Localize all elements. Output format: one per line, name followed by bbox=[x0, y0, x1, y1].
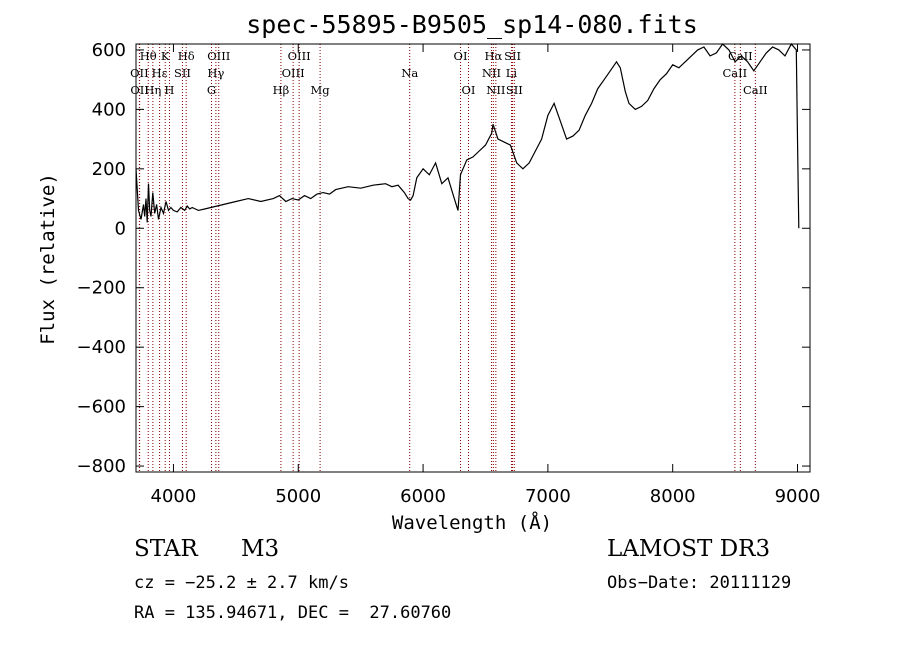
spectral-line-label: OI bbox=[454, 49, 468, 63]
obs-date: Obs−Date: 20111129 bbox=[607, 573, 792, 593]
x-tick-label: 6000 bbox=[400, 486, 446, 507]
plot-frame bbox=[135, 43, 811, 473]
spectral-line-label: Mg bbox=[311, 83, 331, 97]
spectral-line-label: OII bbox=[130, 83, 149, 97]
x-tick-label: 9000 bbox=[775, 486, 821, 507]
spectral-line-label: OIII bbox=[288, 49, 311, 63]
spectral-line-label: SII bbox=[504, 49, 521, 63]
object-class: STAR bbox=[134, 536, 198, 562]
spectral-line-label: Hθ bbox=[140, 49, 157, 63]
spectral-line-label: OIII bbox=[207, 49, 230, 63]
x-axis: 4000 5000 6000 7000 8000 9000 bbox=[151, 44, 821, 507]
spectral-line-label: NII bbox=[482, 66, 501, 80]
y-tick-label: 0 bbox=[115, 218, 126, 239]
spectral-line-label: NII bbox=[486, 83, 505, 97]
spectral-line-label: K bbox=[161, 49, 170, 63]
spectral-line-label: Hη bbox=[144, 83, 161, 97]
series-line-flux bbox=[135, 42, 800, 229]
spectral-line-label: CaII bbox=[743, 83, 768, 97]
y-axis: −800 −600 −400 −200 0 200 400 600 bbox=[77, 40, 810, 477]
spectral-line-label: SII bbox=[174, 66, 191, 80]
spectral-line-label: Hα bbox=[484, 49, 502, 63]
spectral-line-label: CaII bbox=[722, 66, 747, 80]
y-tick-label: −400 bbox=[77, 337, 126, 358]
spectral-line-label: Na bbox=[401, 66, 418, 80]
spectral-line-label: Hβ bbox=[273, 83, 290, 97]
x-tick-label: 5000 bbox=[275, 486, 321, 507]
y-tick-label: 400 bbox=[92, 99, 126, 120]
spectral-line-label: Hγ bbox=[207, 66, 224, 80]
object-subclass: M3 bbox=[241, 536, 280, 562]
x-axis-label: Wavelength (Å) bbox=[392, 511, 552, 534]
x-tick-label: 7000 bbox=[525, 486, 571, 507]
spectral-line-label: SII bbox=[506, 83, 523, 97]
y-tick-label: −600 bbox=[77, 397, 126, 418]
ra-dec: RA = 135.94671, DEC = 27.60760 bbox=[134, 603, 452, 623]
spectral-line-label: OII bbox=[130, 66, 149, 80]
y-tick-label: −200 bbox=[77, 278, 126, 299]
spectral-line-label: OI bbox=[462, 83, 476, 97]
spectral-line-label: Hε bbox=[152, 66, 168, 80]
x-tick-label: 8000 bbox=[650, 486, 696, 507]
y-tick-label: −800 bbox=[77, 456, 126, 477]
spectral-line-label: Li bbox=[506, 66, 518, 80]
spectral-line-label: H bbox=[164, 83, 174, 97]
spectral-line-label: Hδ bbox=[178, 49, 195, 63]
y-tick-label: 600 bbox=[92, 40, 126, 61]
redshift-cz: cz = −25.2 ± 2.7 km/s bbox=[134, 573, 349, 593]
y-tick-label: 200 bbox=[92, 159, 126, 180]
spectral-line-label: OIII bbox=[282, 66, 305, 80]
survey-name: LAMOST DR3 bbox=[607, 536, 771, 562]
series-layer bbox=[135, 42, 800, 229]
spectral-line-label: G bbox=[207, 83, 216, 97]
x-tick-label: 4000 bbox=[151, 486, 197, 507]
y-axis-label: Flux (relative) bbox=[37, 173, 59, 345]
chart-title: spec-55895-B9505_sp14-080.fits bbox=[246, 10, 698, 39]
